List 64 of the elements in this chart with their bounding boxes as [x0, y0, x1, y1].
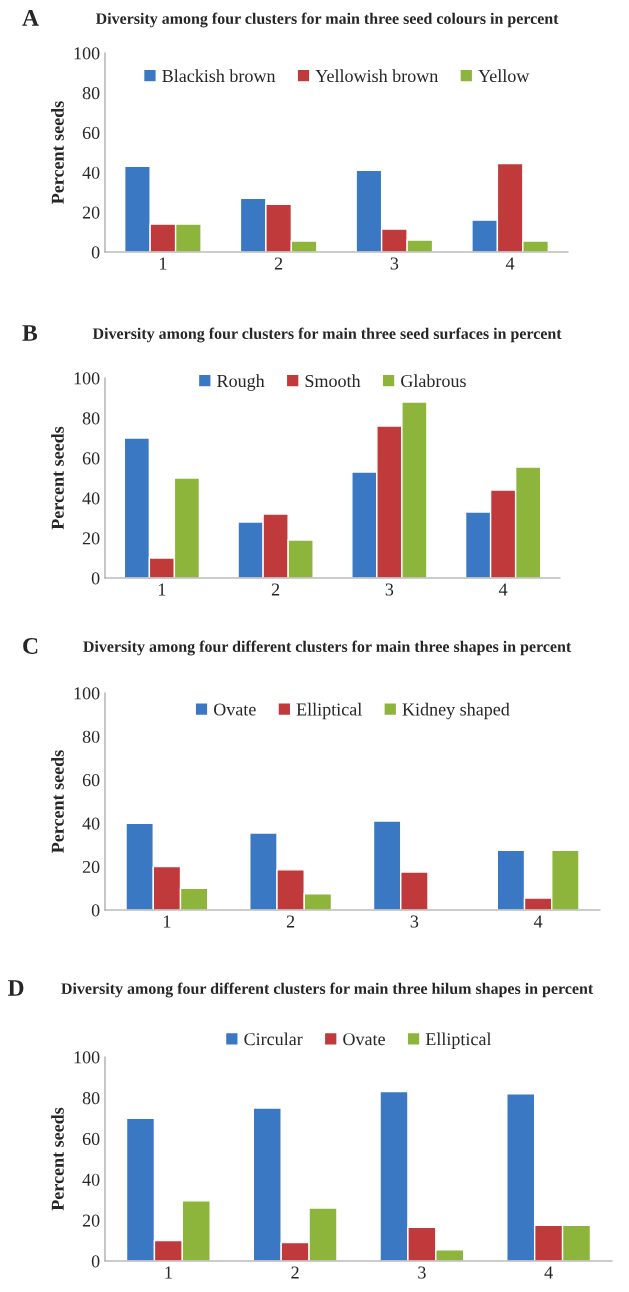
- x-tick-label: 2: [291, 1266, 299, 1279]
- x-tick-label: 2: [286, 915, 295, 928]
- y-tick-label: 0: [91, 246, 100, 259]
- x-tick-label: 4: [498, 583, 508, 596]
- y-tick-label: 80: [82, 87, 100, 100]
- x-tick-label: 1: [158, 583, 166, 596]
- chart-title: Diversity among four different clusters for main three shapes in percent: [83, 640, 572, 656]
- legend-label: Elliptical: [296, 702, 362, 720]
- y-tick-label: 100: [74, 372, 100, 385]
- legend-label: Ovate: [214, 703, 256, 716]
- y-tick-label: 0: [91, 572, 100, 585]
- text: B: [22, 325, 38, 341]
- legend-label: Rough: [217, 374, 265, 391]
- y-tick-label: 60: [82, 774, 100, 787]
- y-tick-label: 40: [82, 1173, 100, 1186]
- y-tick-label: 60: [82, 452, 100, 465]
- y-axis-title: Percent seeds: [51, 101, 64, 204]
- legend-label: Yellow: [478, 69, 530, 83]
- text: D: [7, 980, 24, 996]
- y-tick-label: 20: [82, 1214, 100, 1227]
- y-tick-label: 100: [74, 1051, 100, 1064]
- x-tick-label: 3: [418, 1266, 426, 1279]
- x-tick-label: 3: [410, 915, 419, 928]
- y-tick-label: 40: [82, 817, 100, 830]
- y-tick-label: 40: [82, 492, 100, 505]
- y-tick-label: 80: [82, 1092, 100, 1105]
- x-tick-label: 1: [159, 257, 167, 270]
- legend-label: Blackish brown: [162, 69, 276, 83]
- legend-label: Elliptical: [425, 1032, 492, 1049]
- y-axis-title: Percent seeds: [51, 750, 64, 853]
- y-tick-label: 20: [82, 860, 100, 874]
- chart-title: Diversity among four clusters for main three seed colours in percent: [95, 12, 559, 28]
- y-axis-title: Percent seeds: [51, 1107, 64, 1211]
- chart-title: Diversity among four different clusters for main three hilum shapes in percent: [61, 982, 594, 998]
- legend-label: Circular: [244, 1032, 303, 1046]
- x-tick-label: 3: [390, 257, 399, 270]
- x-tick-label: 3: [385, 583, 394, 596]
- legend-label: Yellowish brown: [315, 69, 439, 83]
- x-tick-label: 1: [163, 915, 171, 928]
- y-tick-label: 80: [82, 412, 100, 425]
- x-tick-label: 4: [533, 915, 543, 928]
- y-tick-label: 100: [74, 687, 100, 700]
- legend-label: Smooth: [305, 374, 361, 388]
- x-tick-label: 4: [505, 257, 515, 270]
- y-tick-label: 100: [74, 47, 100, 60]
- text: A: [22, 10, 39, 26]
- x-tick-label: 1: [165, 1266, 172, 1279]
- x-tick-label: 4: [544, 1266, 553, 1279]
- text: C: [23, 638, 38, 654]
- y-axis-title: Percent seeds: [51, 426, 64, 530]
- y-tick-label: 0: [91, 904, 100, 917]
- y-tick-label: 60: [82, 126, 100, 140]
- y-tick-label: 0: [91, 1255, 100, 1268]
- y-tick-label: 40: [82, 166, 100, 179]
- chart-title: Diversity among four clusters for main three seed surfaces in percent: [92, 327, 562, 343]
- y-tick-label: 20: [82, 532, 100, 545]
- y-tick-label: 60: [82, 1132, 100, 1146]
- y-tick-label: 80: [82, 730, 100, 743]
- legend-label: Kidney shaped: [402, 702, 510, 720]
- y-tick-label: 20: [82, 206, 100, 219]
- legend-label: Ovate: [343, 1033, 385, 1046]
- legend-label: Glabrous: [401, 374, 466, 388]
- x-tick-label: 2: [271, 583, 280, 596]
- x-tick-label: 2: [274, 257, 283, 270]
